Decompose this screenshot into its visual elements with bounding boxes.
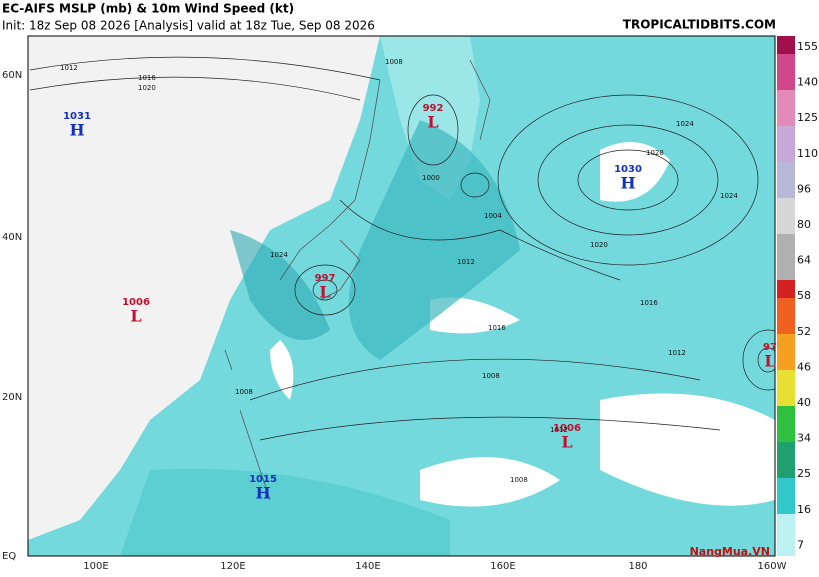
lon-label: 100E	[83, 561, 108, 572]
colorbar-label: 40	[797, 396, 811, 409]
colorbar-label: 52	[797, 325, 811, 338]
pressure-value: 1006	[553, 423, 581, 434]
isobar-label: 1008	[385, 58, 403, 66]
colorbar-label: 125	[797, 111, 818, 124]
lon-label: 180	[628, 561, 647, 572]
isobar-label: 1016	[138, 74, 156, 82]
isobar-label: 1004	[484, 212, 502, 220]
isobar-label: 1008	[510, 476, 528, 484]
isobar-label: 1016	[488, 324, 506, 332]
pressure-letter: L	[561, 433, 572, 452]
lon-label: 140E	[355, 561, 380, 572]
pressure-value: 1006	[122, 297, 150, 308]
map-frame	[27, 35, 776, 557]
subtitle: Init: 18z Sep 08 2026 [Analysis] valid a…	[2, 19, 375, 33]
map-field	[28, 36, 775, 556]
isobar-label: 1012	[457, 258, 475, 266]
isobar-label: 1008	[235, 388, 253, 396]
pressure-value: 1030	[614, 164, 642, 175]
lon-label: 160E	[490, 561, 515, 572]
watermark: NangMua.VN	[690, 545, 770, 558]
colorbar-label: 7	[797, 538, 804, 551]
isobar-label: 1024	[676, 120, 694, 128]
lon-label: 120E	[220, 561, 245, 572]
lat-label: 20N	[2, 392, 22, 403]
pressure-letter: L	[130, 307, 141, 326]
pressure-value: 1015	[249, 474, 277, 485]
colorbar-label: 80	[797, 218, 811, 231]
pressure-value: 1031	[63, 111, 91, 122]
isobar-label: 1020	[138, 84, 156, 92]
isobar-label: 1016	[640, 299, 658, 307]
isobar-label: 1024	[720, 192, 738, 200]
pressure-value: 992	[423, 103, 444, 114]
pressure-letter: H	[620, 174, 635, 193]
isobar-label: 1000	[422, 174, 440, 182]
lat-label: EQ	[2, 551, 16, 562]
lat-label: 40N	[2, 232, 22, 243]
pressure-letter: L	[427, 113, 438, 132]
pressure-value: 97	[763, 342, 777, 353]
source: TROPICALTIDBITS.COM	[623, 18, 776, 32]
colorbar-label: 58	[797, 289, 811, 302]
isobar-label: 1012	[550, 426, 568, 434]
isobar-label: 1008	[482, 372, 500, 380]
isobar-label: 1028	[646, 149, 664, 157]
title: EC-AIFS MSLP (mb) & 10m Wind Speed (kt)	[2, 2, 294, 16]
colorbar-label: 64	[797, 254, 811, 267]
colorbar-label: 16	[797, 503, 811, 516]
colorbar-label: 110	[797, 147, 818, 160]
colorbar-label: 140	[797, 76, 818, 89]
colorbar-label: 25	[797, 467, 811, 480]
lat-label: 60N	[2, 70, 22, 81]
colorbar	[777, 36, 795, 556]
colorbar-label: 46	[797, 360, 811, 373]
colorbar-label: 155	[797, 40, 818, 53]
pressure-letter: H	[255, 484, 270, 503]
isobar-label: 1024	[270, 251, 288, 259]
isobar-label: 1012	[668, 349, 686, 357]
colorbar-label: 34	[797, 432, 811, 445]
pressure-value: 997	[315, 273, 336, 284]
lon-label: 160W	[758, 561, 787, 572]
pressure-letter: L	[319, 283, 330, 302]
colorbar-label: 96	[797, 182, 811, 195]
pressure-letter: H	[69, 121, 84, 140]
pressure-letter: L	[764, 352, 775, 371]
isobar-label: 1020	[590, 241, 608, 249]
isobar-label: 1012	[60, 64, 78, 72]
